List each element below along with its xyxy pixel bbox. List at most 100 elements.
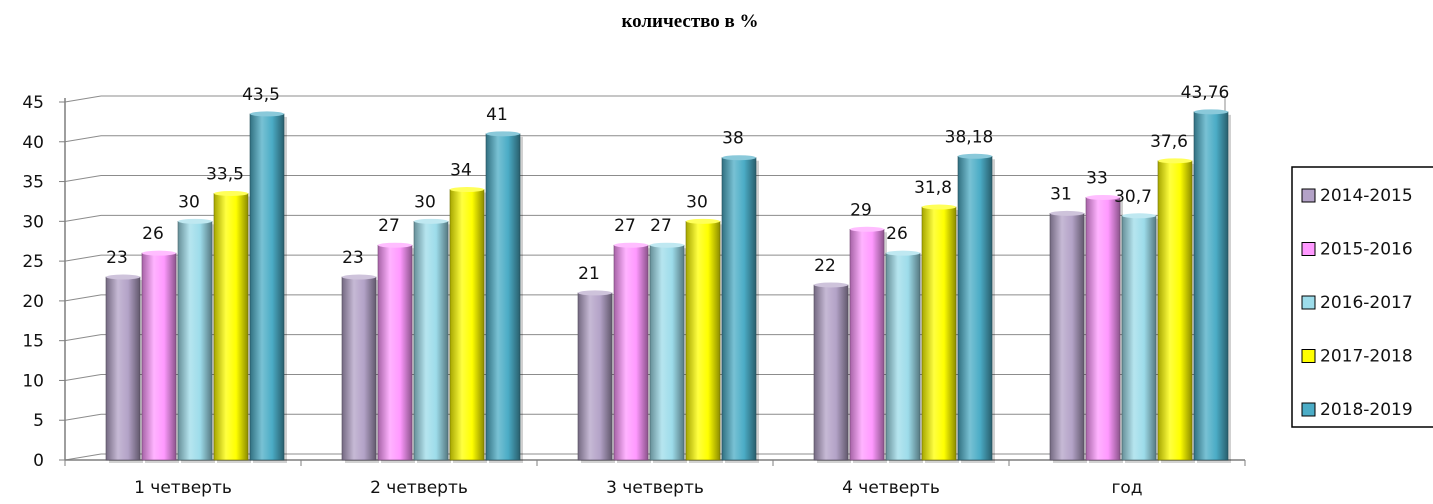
legend-label: 2014-2015 [1320, 186, 1413, 206]
bar [613, 244, 649, 461]
data-label: 30 [414, 192, 436, 212]
x-tick-label: год [1111, 478, 1142, 498]
data-label: 23 [342, 248, 364, 268]
y-tick-label: 40 [22, 133, 44, 153]
data-label: 43,5 [242, 85, 280, 105]
bar [413, 221, 449, 461]
data-label: 41 [486, 105, 508, 125]
bar-top [850, 226, 884, 232]
bar-top [1086, 194, 1120, 200]
data-label: 33,5 [206, 164, 244, 184]
bar-top [142, 250, 176, 256]
bar-top [378, 242, 412, 248]
data-label: 33 [1086, 168, 1108, 188]
gridline [64, 373, 102, 381]
chart-title: количество в % [621, 11, 759, 32]
bar [213, 193, 249, 461]
y-tick-label: 30 [22, 212, 44, 232]
legend-swatch [1301, 295, 1316, 310]
bar-top [1158, 158, 1192, 164]
gridline [64, 413, 102, 421]
bar [885, 252, 921, 461]
bar [1193, 111, 1229, 461]
bar [721, 157, 757, 461]
data-label: 38,18 [945, 127, 994, 147]
bar [957, 155, 993, 461]
bar [249, 113, 285, 461]
legend-label: 2016-2017 [1320, 293, 1413, 313]
bar-top [1194, 109, 1228, 115]
bar-top [1122, 213, 1156, 219]
data-label: 21 [578, 264, 600, 284]
data-label: 27 [614, 216, 636, 236]
x-tick-label: 1 четверть [134, 478, 232, 498]
bar [1157, 160, 1193, 461]
bar-top [342, 274, 376, 280]
bar [105, 276, 141, 461]
data-label: 31,8 [914, 178, 952, 198]
bar-top [886, 250, 920, 256]
bar [141, 252, 177, 461]
bar-top [414, 218, 448, 224]
bar [577, 292, 613, 461]
gridline [64, 294, 102, 302]
bar-top [578, 290, 612, 296]
legend-label: 2015-2016 [1320, 240, 1413, 260]
gridline [64, 214, 102, 222]
bar-top [922, 204, 956, 210]
bar-top [614, 242, 648, 248]
legend-swatch [1301, 349, 1316, 363]
legend-swatch [1301, 242, 1316, 256]
y-tick-label: 15 [22, 332, 44, 352]
data-label: 26 [886, 224, 908, 244]
y-tick-label: 5 [33, 411, 44, 431]
bar [1121, 215, 1157, 461]
labels-layer: 0 5 10 15 20 25 30 35 40 45 23 26 30 33,5 43,5 1 четвер… [22, 83, 1229, 498]
bar [813, 284, 849, 461]
bar [449, 189, 485, 461]
gridline [64, 254, 102, 262]
bar-top [250, 111, 284, 117]
bars-layer [105, 109, 1231, 464]
data-label: 30 [178, 192, 200, 212]
x-tick-label: 2 четверть [370, 478, 468, 498]
data-label: 38 [722, 129, 744, 149]
bar-top [106, 274, 140, 280]
gridline [64, 95, 102, 103]
bar-top [650, 242, 684, 248]
bar [921, 206, 957, 461]
bar [685, 221, 721, 461]
bar [1085, 197, 1121, 461]
y-tick-label: 0 [33, 451, 44, 471]
data-label: 29 [850, 200, 872, 220]
data-label: 27 [378, 216, 400, 236]
bar [177, 221, 213, 461]
bar-top [1050, 210, 1084, 216]
bar [485, 133, 521, 461]
bar [341, 276, 377, 461]
bar [1049, 213, 1085, 461]
bar-top [814, 282, 848, 288]
bar [377, 244, 413, 461]
legend: 2014-2015 2015-2016 2016-2017 2017-2018 2018… [1291, 166, 1433, 428]
gridline [64, 334, 102, 342]
legend-label: 2018-2019 [1320, 400, 1413, 420]
y-tick-label: 10 [22, 371, 44, 391]
data-label: 30,7 [1114, 187, 1152, 207]
bar-top [722, 155, 756, 161]
gridline [64, 453, 102, 461]
data-label: 43,76 [1181, 83, 1230, 103]
legend-swatch [1301, 188, 1316, 203]
data-label: 26 [142, 224, 164, 244]
legend-label: 2017-2018 [1320, 347, 1413, 367]
bar-top [686, 218, 720, 224]
data-label: 31 [1050, 184, 1072, 204]
y-tick-label: 45 [22, 93, 44, 113]
bar-top [958, 153, 992, 159]
x-tick-label: 4 четверть [842, 478, 940, 498]
data-label: 34 [450, 161, 472, 181]
data-label: 27 [650, 216, 672, 236]
bar-top [450, 187, 484, 193]
bar-top [178, 218, 212, 224]
